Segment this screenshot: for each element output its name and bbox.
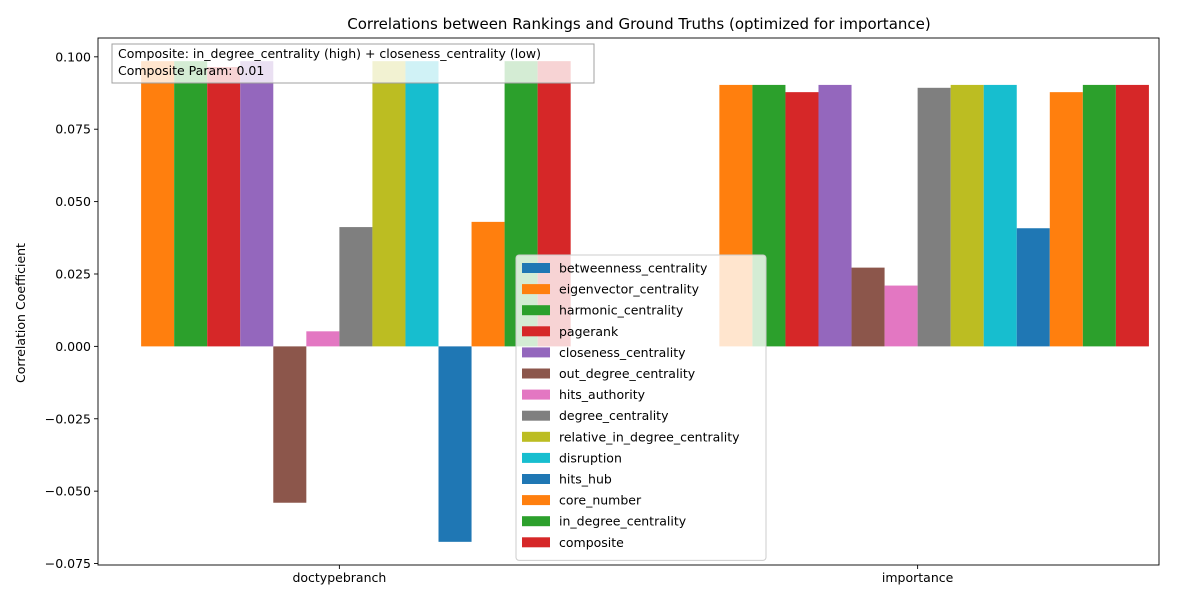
bar-eigenvector_centrality-doctypebranch <box>141 61 175 347</box>
bar-pagerank-importance <box>785 92 819 347</box>
bar-closeness_centrality-importance <box>818 84 852 347</box>
bar-hits_authority-importance <box>884 285 918 347</box>
annotation-line-2: Composite Param: 0.01 <box>118 63 264 78</box>
legend-label-core_number: core_number <box>559 493 642 508</box>
bar-relative_in_degree_centrality-doctypebranch <box>372 61 406 347</box>
legend-swatch-degree_centrality <box>522 410 550 421</box>
annotation-line-1: Composite: in_degree_centrality (high) +… <box>118 46 541 61</box>
annotation-box: Composite: in_degree_centrality (high) +… <box>111 43 595 84</box>
y-axis: −0.075 −0.050 −0.025 0.000 0.025 0.050 0.075 0.… <box>45 49 98 571</box>
legend-label-closeness_centrality: closeness_centrality <box>559 345 686 360</box>
plot-frame <box>97 37 1160 566</box>
y-axis-label: Correlation Coefficient <box>13 243 28 383</box>
bar-closeness_centrality-doctypebranch <box>240 61 274 347</box>
legend-label-out_degree_centrality: out_degree_centrality <box>559 366 696 381</box>
bar-core_number-importance <box>1049 92 1083 347</box>
legend-swatch-out_degree_centrality <box>522 368 550 379</box>
legend-label-harmonic_centrality: harmonic_centrality <box>559 303 684 318</box>
bar-out_degree_centrality-importance <box>851 267 885 347</box>
legend-label-relative_in_degree_centrality: relative_in_degree_centrality <box>559 429 740 444</box>
chart-title: Correlations between Rankings and Ground… <box>347 15 930 33</box>
x-axis: doctypebranch importance <box>292 565 954 585</box>
y-tick-label: 0.075 <box>55 122 91 137</box>
legend-swatch-pagerank <box>522 326 550 337</box>
x-tick-label: doctypebranch <box>292 570 386 585</box>
bar-disruption-importance <box>983 84 1017 347</box>
y-tick-label: 0.000 <box>55 339 91 354</box>
bars <box>141 61 1149 542</box>
bar-in_degree_centrality-importance <box>1082 84 1116 347</box>
y-tick-label: −0.025 <box>45 411 91 426</box>
legend-swatch-hits_hub <box>522 474 550 484</box>
legend-label-betweenness_centrality: betweenness_centrality <box>559 261 708 276</box>
bar-hits_authority-doctypebranch <box>306 331 340 347</box>
bar-out_degree_centrality-doctypebranch <box>273 346 307 503</box>
legend-swatch-hits_authority <box>522 389 550 400</box>
legend-swatch-eigenvector_centrality <box>522 284 550 295</box>
legend-label-eigenvector_centrality: eigenvector_centrality <box>559 282 700 297</box>
legend-swatch-in_degree_centrality <box>522 516 550 527</box>
x-tick-label: importance <box>882 570 954 585</box>
legend-label-hits_hub: hits_hub <box>559 472 612 487</box>
legend-swatch-harmonic_centrality <box>522 305 550 316</box>
y-tick-label: 0.025 <box>55 266 91 281</box>
legend-swatch-closeness_centrality <box>522 347 550 358</box>
bar-degree_centrality-importance <box>917 87 951 347</box>
legend-label-disruption: disruption <box>559 450 622 465</box>
bar-composite-importance <box>1115 84 1149 347</box>
bar-pagerank-doctypebranch <box>207 66 241 347</box>
legend-swatch-composite <box>522 537 550 548</box>
y-tick-label: 0.050 <box>55 194 91 209</box>
y-tick-label: 0.100 <box>55 49 91 64</box>
bar-relative_in_degree_centrality-importance <box>950 84 984 347</box>
bar-hits_hub-importance <box>1016 228 1050 347</box>
legend-label-pagerank: pagerank <box>559 324 619 339</box>
legend-swatch-disruption <box>522 452 550 463</box>
legend-swatch-relative_in_degree_centrality <box>522 431 550 442</box>
legend-swatch-betweenness_centrality <box>522 263 550 273</box>
legend-label-hits_authority: hits_authority <box>559 387 646 402</box>
bar-hits_hub-doctypebranch <box>438 346 472 542</box>
annotation-frame <box>111 43 595 84</box>
bar-harmonic_centrality-doctypebranch <box>174 61 208 347</box>
bar-degree_centrality-doctypebranch <box>339 227 373 347</box>
legend-label-degree_centrality: degree_centrality <box>559 408 669 423</box>
legend-label-in_degree_centrality: in_degree_centrality <box>559 514 687 529</box>
y-tick-label: −0.050 <box>45 484 91 499</box>
bar-core_number-doctypebranch <box>471 221 505 347</box>
legend-swatch-core_number <box>522 495 550 506</box>
legend: betweenness_centrality eigenvector_centra… <box>515 254 767 561</box>
legend-frame <box>515 254 767 561</box>
bar-disruption-doctypebranch <box>405 61 439 347</box>
y-tick-label: −0.075 <box>45 556 91 571</box>
legend-label-composite: composite <box>559 535 624 550</box>
